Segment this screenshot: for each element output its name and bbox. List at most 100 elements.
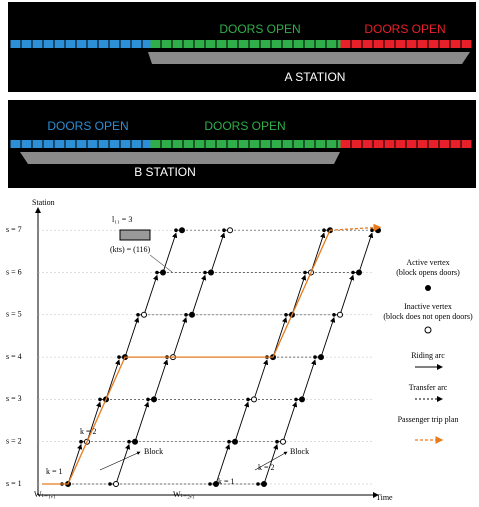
car (440, 40, 450, 48)
active-vertex (300, 397, 305, 402)
platform-a (148, 52, 470, 64)
car (44, 40, 54, 48)
car (66, 40, 76, 48)
car (418, 140, 428, 148)
vertex (155, 271, 159, 275)
car (385, 40, 395, 48)
car (305, 40, 315, 48)
car (77, 40, 87, 48)
car (173, 140, 183, 148)
active-vertex (133, 439, 138, 444)
inactive-vertex (281, 439, 286, 444)
annotation: k = 1 (46, 467, 63, 476)
vertex (208, 482, 212, 486)
inactive-vertex (142, 312, 147, 317)
car (341, 140, 351, 148)
station-label: s = 4 (6, 352, 22, 361)
station-label: B STATION (134, 165, 196, 179)
riding-arc (302, 360, 315, 399)
car (283, 140, 293, 148)
car (451, 40, 461, 48)
car (121, 140, 131, 148)
annotation: k = 1 (218, 477, 235, 486)
platform-b (20, 152, 340, 164)
station-label: A STATION (285, 70, 346, 84)
vertex (174, 228, 178, 232)
active-vertex (152, 397, 157, 402)
car (77, 140, 87, 148)
active-vertex (161, 270, 166, 275)
car (440, 140, 450, 148)
riding-arc (321, 318, 334, 357)
legend-label: Transfer arc (409, 383, 448, 392)
riding-arc (173, 318, 186, 357)
car (272, 140, 282, 148)
car (88, 40, 98, 48)
car (294, 40, 304, 48)
riding-arc (235, 402, 248, 441)
car (261, 140, 271, 148)
station-label: s = 2 (6, 437, 22, 446)
inactive-vertex (338, 312, 343, 317)
vertex (351, 271, 355, 275)
car (316, 140, 326, 148)
car (132, 40, 142, 48)
vertex (117, 355, 121, 359)
vertex (79, 440, 83, 444)
vertex (303, 271, 307, 275)
doors-label: DOORS OPEN (47, 119, 128, 133)
riding-arc (144, 276, 157, 315)
station-label: s = 7 (6, 225, 22, 234)
car (462, 40, 472, 48)
inactive-vertex (114, 482, 119, 487)
vertex (222, 228, 226, 232)
riding-arc (340, 276, 353, 315)
car (195, 140, 205, 148)
active-vertex (262, 482, 267, 487)
car (99, 40, 109, 48)
car (99, 140, 109, 148)
pointer (150, 255, 172, 272)
annotation: Block (144, 447, 163, 456)
car (55, 40, 65, 48)
car (11, 140, 21, 148)
vertex (246, 398, 250, 402)
car (11, 40, 21, 48)
car (22, 140, 32, 148)
riding-arc (192, 276, 205, 315)
riding-arc (135, 402, 148, 441)
car (352, 40, 362, 48)
car (385, 140, 395, 148)
car (462, 140, 472, 148)
car (272, 40, 282, 48)
car (261, 40, 271, 48)
station-label: s = 6 (6, 267, 22, 276)
car (239, 40, 249, 48)
legend-label: Passenger trip plan (398, 415, 459, 424)
car (110, 140, 120, 148)
vertex (146, 398, 150, 402)
vertex (322, 228, 326, 232)
riding-arc (283, 402, 296, 441)
car (429, 40, 439, 48)
legend-label: Riding arc (411, 351, 445, 360)
riding-arc (211, 233, 224, 272)
car (55, 140, 65, 148)
legend-label: Active vertex(block opens doors) (396, 258, 460, 277)
active-vertex (319, 355, 324, 360)
car (110, 40, 120, 48)
car (352, 140, 362, 148)
car (44, 140, 54, 148)
car (451, 140, 461, 148)
vertex (136, 313, 140, 317)
riding-arc (254, 360, 267, 399)
car (184, 40, 194, 48)
car (250, 40, 260, 48)
vertex (184, 313, 188, 317)
legend-marker (425, 285, 431, 291)
annotation: Block (290, 447, 309, 456)
car (294, 140, 304, 148)
car (316, 40, 326, 48)
car (206, 140, 216, 148)
block-icon (120, 230, 150, 240)
